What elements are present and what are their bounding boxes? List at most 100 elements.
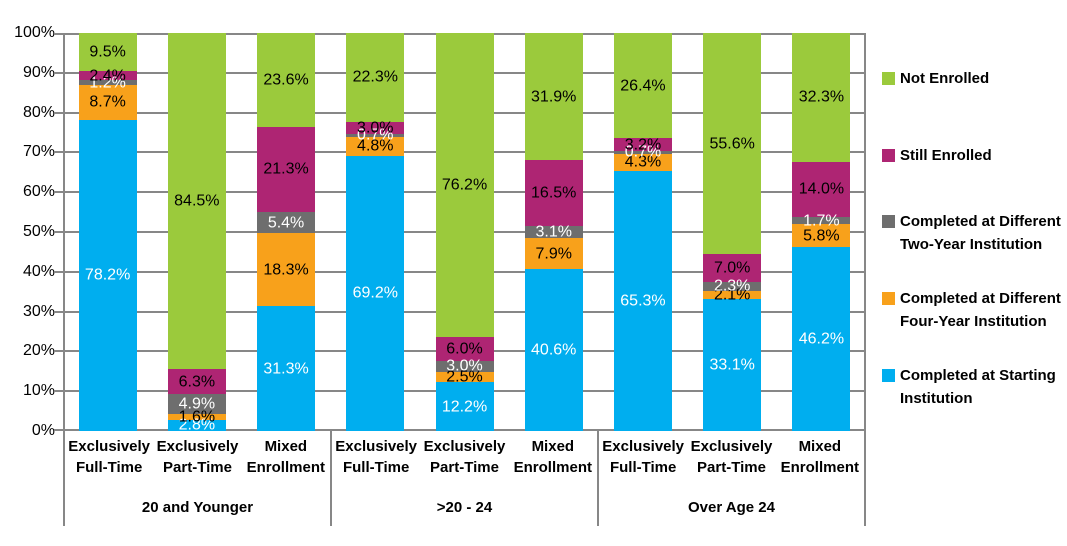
bar-slot: 12.2% 2.5% 3.0% 6.0% 76.2% [420,33,509,431]
bar-segment-not-enrolled: 9.5% [78,33,137,71]
bar-segment-completed-at-starting-institution: 33.1% [703,299,762,431]
bar-20-24-exclusively-full-time: 69.2% 4.8% 0.7% 3.0% 22.3% [346,33,405,431]
category-label: Mixed Enrollment [246,438,325,476]
bar-segment-not-enrolled: 22.3% [346,33,405,122]
axis-tick-mark [54,191,63,193]
data-label: 18.3% [263,261,309,279]
legend-item-still-enrolled: Still Enrolled [882,117,1066,194]
data-label: 7.0% [713,259,751,277]
y-axis-tick-label: 10% [22,382,55,400]
bar-segment-completed-at-starting-institution: 12.2% [435,382,494,431]
data-label: 23.6% [263,71,309,89]
bar-20-and-younger-exclusively-full-time: 78.2% 8.7% 1.2% 2.4% 9.5% [78,33,137,431]
bar-20-and-younger-exclusively-part-time: 2.8% 1.6% 4.9% 6.3% 84.5% [167,33,226,434]
category-label: Exclusively Part-Time [423,438,506,476]
y-axis-tick-label: 20% [22,342,55,360]
bar-group-20-24: 69.2% 4.8% 0.7% 3.0% 22.3% 12.2% 2.5% 3.0% 6.0% 7… [331,33,599,431]
axis-tick-mark [54,429,63,431]
data-label: 14.0% [798,180,845,198]
bar-segment-completed-at-different-four-year-institution: 18.3% [257,233,316,307]
data-label: 3.1% [535,223,572,241]
category-label-row: Exclusively Full-Time Exclusively Part-Ti… [65,431,330,478]
data-label: 9.5% [89,43,126,61]
data-label: 3.0% [446,357,483,375]
legend-label: Not Enrolled [900,70,990,87]
category-label: Exclusively Part-Time [690,438,773,476]
category-label: Mixed Enrollment [513,438,592,476]
bar-group-20-and-younger: 78.2% 8.7% 1.2% 2.4% 9.5% 2.8% 1.6% 4.9% 6.3% 84.… [63,33,331,434]
bar-over-age-24-mixed-enrollment: 46.2% 5.8% 1.7% 14.0% 32.3% [792,33,851,431]
bar-slot: 33.1% 2.1% 2.3% 7.0% 55.6% [688,33,777,431]
bar-segment-still-enrolled: 3.2% [613,136,672,153]
data-label: 22.3% [352,68,398,86]
bar-segment-still-enrolled: 16.5% [524,160,583,226]
data-label: 76.2% [441,176,488,194]
legend-label: Completed at Different Two-Year Institut… [900,212,1061,253]
y-axis-tick-label: 60% [22,183,55,201]
data-label: 8.7% [89,93,126,111]
bar-20-24-exclusively-part-time: 12.2% 2.5% 3.0% 6.0% 76.2% [435,33,494,431]
axis-tick-mark [54,33,63,35]
bar-slot: 40.6% 7.9% 3.1% 16.5% 31.9% [509,33,598,431]
axis-tick-mark [54,390,63,392]
data-label: 16.5% [531,184,577,202]
y-axis-tick-label: 100% [14,24,55,41]
category-label: Exclusively Full-Time [68,438,151,476]
axis-tick-mark [54,271,63,273]
axis-tick-mark [54,231,63,233]
data-label: 40.6% [531,341,577,359]
data-label: 7.9% [535,245,572,263]
data-label: 26.4% [620,77,666,95]
category-label-row: Exclusively Full-Time Exclusively Part-Ti… [599,431,864,478]
bar-segment-completed-at-different-four-year-institution: 5.8% [792,224,851,248]
data-label: 21.3% [263,160,309,178]
axis-tick-mark [54,72,63,74]
data-label: 84.5% [174,192,220,210]
bar-segment-completed-at-different-two-year-institution: 3.0% [435,357,494,375]
bar-segment-not-enrolled: 76.2% [435,33,494,337]
bar-segment-completed-at-different-four-year-institution: 1.6% [167,408,226,425]
bar-slot: 2.8% 1.6% 4.9% 6.3% 84.5% [152,33,241,434]
bar-segment-completed-at-different-four-year-institution: 2.1% [703,287,762,304]
bar-segment-completed-at-different-four-year-institution: 4.8% [346,136,405,156]
bars-container: 78.2% 8.7% 1.2% 2.4% 9.5% 2.8% 1.6% 4.9% 6.3% 84.… [63,33,866,434]
data-label: 55.6% [709,135,755,153]
y-axis-tick-label: 70% [22,143,55,161]
bar-segment-completed-at-different-four-year-institution: 2.5% [435,369,494,386]
category-label: Exclusively Full-Time [602,438,685,476]
bar-segment-completed-at-starting-institution: 2.8% [167,417,226,434]
legend-row: Completed at Starting Institution [882,364,1063,410]
x-axis-group-20-24: Exclusively Full-Time Exclusively Part-Ti… [330,431,597,526]
group-label: 20 and Younger [141,499,254,516]
legend-swatch-icon [882,291,895,305]
legend: Not Enrolled Still Enrolled Completed at D… [882,40,1066,425]
bar-segment-completed-at-different-two-year-institution: 2.3% [703,278,762,295]
bar-segment-not-enrolled: 84.5% [167,33,226,369]
axis-tick-mark [54,311,63,313]
bar-segment-completed-at-different-two-year-institution: 4.9% [167,394,226,414]
bar-segment-still-enrolled: 7.0% [703,254,762,282]
bar-segment-completed-at-different-four-year-institution: 7.9% [524,237,583,270]
axis-tick-mark [54,350,63,352]
bar-segment-not-enrolled: 31.9% [524,33,583,160]
bar-slot: 65.3% 4.3% 0.7% 3.2% 26.4% [598,33,687,431]
bar-segment-completed-at-different-four-year-institution: 8.7% [78,85,137,120]
legend-item-not-enrolled: Not Enrolled [882,40,1066,117]
legend-label: Completed at Starting Institution [900,366,1056,407]
data-label: 3.0% [357,119,394,137]
plot-border-right [864,33,866,431]
bar-segment-completed-at-different-two-year-institution: 0.7% [613,144,672,161]
category-label: Mixed Enrollment [780,438,859,476]
data-label: 4.8% [357,137,394,155]
bar-segment-completed-at-starting-institution: 46.2% [792,247,851,431]
legend-swatch-icon [882,214,895,228]
category-label: Exclusively Part-Time [156,438,239,476]
data-label: 5.4% [267,214,305,232]
data-label: 32.3% [798,88,845,106]
legend-row: Not Enrolled [882,67,1063,90]
legend-label: Still Enrolled [900,147,992,164]
bar-group-over-age-24: 65.3% 4.3% 0.7% 3.2% 26.4% 33.1% 2.1% 2.3% 7.0% 5… [598,33,866,431]
data-label: 6.0% [446,340,483,358]
bar-segment-completed-at-starting-institution: 78.2% [78,119,137,431]
